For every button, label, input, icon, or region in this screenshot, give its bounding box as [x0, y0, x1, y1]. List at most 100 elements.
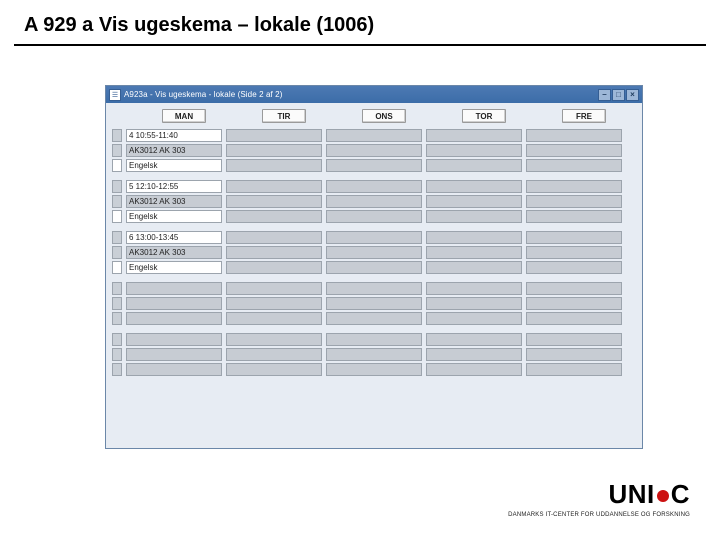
slide-title: A 929 a Vis ugeskema – lokale (1006) — [24, 14, 374, 37]
schedule-cell[interactable] — [526, 180, 622, 193]
day-header-tir[interactable]: TIR — [262, 109, 306, 123]
schedule-cell[interactable]: Engelsk — [126, 210, 222, 223]
row-gutter — [112, 297, 122, 310]
cell-spacer — [526, 225, 622, 229]
schedule-cell[interactable] — [226, 180, 322, 193]
schedule-cell[interactable] — [526, 246, 622, 259]
row-gutter — [112, 159, 122, 172]
schedule-cell[interactable] — [326, 180, 422, 193]
schedule-cell[interactable] — [326, 312, 422, 325]
schedule-cell[interactable] — [226, 144, 322, 157]
schedule-cell[interactable] — [226, 348, 322, 361]
schedule-cell[interactable]: 4 10:55-11:40 — [126, 129, 222, 142]
schedule-cell[interactable] — [226, 312, 322, 325]
schedule-cell[interactable]: AK3012 AK 303 — [126, 144, 222, 157]
schedule-cell[interactable] — [326, 159, 422, 172]
schedule-cell[interactable]: Engelsk — [126, 159, 222, 172]
schedule-cell[interactable] — [526, 261, 622, 274]
schedule-cell[interactable] — [226, 363, 322, 376]
schedule-cell[interactable] — [326, 195, 422, 208]
schedule-cell[interactable] — [326, 246, 422, 259]
schedule-cell[interactable] — [326, 231, 422, 244]
schedule-cell[interactable] — [326, 297, 422, 310]
schedule-cell[interactable] — [226, 210, 322, 223]
schedule-cell[interactable] — [326, 282, 422, 295]
schedule-cell[interactable]: AK3012 AK 303 — [126, 246, 222, 259]
title-underline — [14, 44, 706, 46]
day-header-ons[interactable]: ONS — [362, 109, 406, 123]
grid-row — [112, 333, 636, 346]
day-header-row: MAN TIR ONS TOR FRE — [112, 109, 636, 123]
schedule-cell[interactable] — [526, 363, 622, 376]
schedule-cell[interactable] — [526, 231, 622, 244]
schedule-cell[interactable] — [126, 363, 222, 376]
grid-row — [112, 225, 636, 229]
schedule-cell[interactable] — [326, 348, 422, 361]
schedule-cell[interactable] — [326, 363, 422, 376]
schedule-cell[interactable] — [126, 333, 222, 346]
schedule-cell[interactable] — [526, 195, 622, 208]
grid-row: 4 10:55-11:40 — [112, 129, 636, 142]
schedule-cell[interactable] — [426, 210, 522, 223]
schedule-cell[interactable]: 5 12:10-12:55 — [126, 180, 222, 193]
schedule-cell[interactable] — [526, 159, 622, 172]
row-gutter — [112, 225, 122, 229]
close-button[interactable]: × — [626, 89, 639, 101]
schedule-cell[interactable]: Engelsk — [126, 261, 222, 274]
grid-row: 6 13:00-13:45 — [112, 231, 636, 244]
schedule-cell[interactable] — [426, 159, 522, 172]
cell-spacer — [126, 174, 222, 178]
schedule-cell[interactable] — [126, 282, 222, 295]
grid-row: AK3012 AK 303 — [112, 246, 636, 259]
schedule-cell[interactable]: 6 13:00-13:45 — [126, 231, 222, 244]
schedule-cell[interactable] — [226, 195, 322, 208]
schedule-cell[interactable] — [526, 210, 622, 223]
schedule-cell[interactable] — [526, 333, 622, 346]
schedule-cell[interactable] — [526, 348, 622, 361]
schedule-cell[interactable] — [426, 180, 522, 193]
schedule-cell[interactable] — [226, 333, 322, 346]
schedule-cell[interactable] — [426, 348, 522, 361]
schedule-cell[interactable] — [526, 282, 622, 295]
app-icon: ☰ — [109, 89, 121, 101]
schedule-cell[interactable] — [326, 261, 422, 274]
footer-logo: UNIC DANMARKS IT-CENTER FOR UDDANNELSE O… — [508, 479, 690, 518]
schedule-cell[interactable] — [426, 144, 522, 157]
schedule-cell[interactable] — [526, 312, 622, 325]
day-header-tor[interactable]: TOR — [462, 109, 506, 123]
schedule-cell[interactable] — [426, 333, 522, 346]
day-header-fre[interactable]: FRE — [562, 109, 606, 123]
schedule-cell[interactable] — [326, 144, 422, 157]
schedule-cell[interactable] — [326, 333, 422, 346]
schedule-cell[interactable] — [426, 231, 522, 244]
schedule-cell[interactable] — [226, 297, 322, 310]
schedule-grid: 4 10:55-11:40 AK3012 AK 303 Engelsk 5 12:10… — [112, 129, 636, 376]
schedule-cell[interactable] — [426, 282, 522, 295]
schedule-cell[interactable] — [426, 195, 522, 208]
schedule-cell[interactable] — [126, 297, 222, 310]
schedule-cell[interactable]: AK3012 AK 303 — [126, 195, 222, 208]
schedule-cell[interactable] — [226, 282, 322, 295]
schedule-cell[interactable] — [226, 246, 322, 259]
schedule-cell[interactable] — [426, 363, 522, 376]
schedule-cell[interactable] — [426, 297, 522, 310]
schedule-cell[interactable] — [526, 144, 622, 157]
schedule-cell[interactable] — [526, 129, 622, 142]
schedule-cell[interactable] — [126, 348, 222, 361]
schedule-cell[interactable] — [426, 246, 522, 259]
schedule-cell[interactable] — [426, 312, 522, 325]
schedule-cell[interactable] — [326, 210, 422, 223]
schedule-cell[interactable] — [326, 129, 422, 142]
schedule-cell[interactable] — [426, 129, 522, 142]
schedule-cell[interactable] — [226, 129, 322, 142]
schedule-cell[interactable] — [226, 261, 322, 274]
schedule-cell[interactable] — [526, 297, 622, 310]
schedule-cell[interactable] — [226, 159, 322, 172]
minimize-button[interactable]: – — [598, 89, 611, 101]
day-header-man[interactable]: MAN — [162, 109, 206, 123]
schedule-cell[interactable] — [226, 231, 322, 244]
brand-logo: UNIC — [608, 479, 690, 510]
schedule-cell[interactable] — [426, 261, 522, 274]
maximize-button[interactable]: □ — [612, 89, 625, 101]
schedule-cell[interactable] — [126, 312, 222, 325]
